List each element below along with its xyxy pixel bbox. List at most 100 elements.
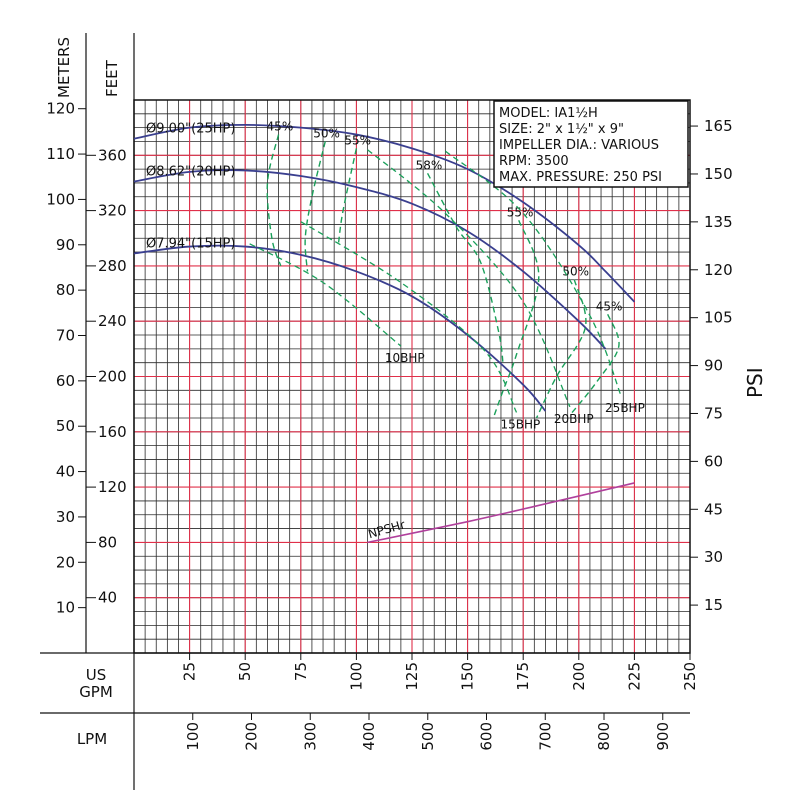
chart-frame bbox=[40, 33, 691, 790]
psi-tick-label: 135 bbox=[704, 213, 733, 231]
feet-axis-label: FEET bbox=[103, 59, 121, 97]
meters-tick-label: 60 bbox=[56, 372, 75, 390]
feet-tick-label: 80 bbox=[98, 533, 117, 551]
efficiency-line bbox=[266, 134, 282, 267]
efficiency-label: 45% bbox=[267, 120, 294, 134]
psi-axis-label: PSI bbox=[743, 367, 767, 398]
impeller-curve bbox=[133, 169, 607, 350]
lpm-tick-label: 100 bbox=[184, 722, 202, 751]
feet-tick-label: 40 bbox=[98, 589, 117, 607]
meters-tick-label: 30 bbox=[56, 508, 75, 526]
impeller-curve-label: Ø8.62"(20HP) bbox=[146, 165, 235, 180]
feet-tick-label: 240 bbox=[98, 312, 127, 330]
feet-tick-label: 360 bbox=[98, 146, 127, 164]
efficiency-label: 55% bbox=[344, 133, 371, 147]
npshr-curve bbox=[367, 482, 635, 544]
meters-tick-label: 80 bbox=[56, 281, 75, 299]
efficiency-line bbox=[304, 141, 326, 272]
bhp-line bbox=[300, 221, 518, 413]
impeller-curve-label: Ø7.94"(15HP) bbox=[146, 236, 235, 251]
gpm-tick-label: 100 bbox=[347, 662, 365, 691]
gpm-tick-label: 250 bbox=[681, 662, 699, 691]
feet-tick-label: 200 bbox=[98, 368, 127, 386]
efficiency-line bbox=[426, 172, 504, 366]
feet-tick-label: 280 bbox=[98, 257, 127, 275]
gpm-tick-label: 75 bbox=[292, 662, 310, 681]
lpm-tick-label: 500 bbox=[419, 722, 437, 751]
feet-axis: 40 80 120 160 200 240 280 320 360 bbox=[86, 146, 127, 607]
meters-tick-label: 50 bbox=[56, 417, 75, 435]
pump-info-box: MODEL: IA1½H SIZE: 2" x 1½" x 9" IMPELLE… bbox=[493, 100, 689, 188]
meters-axis: 10 20 30 40 50 60 70 80 90 100 110 120 bbox=[46, 100, 86, 617]
psi-axis: 15 30 45 60 75 90 105 120 135 150 165 bbox=[690, 117, 733, 614]
efficiency-label: 50% bbox=[562, 265, 589, 279]
efficiency-line bbox=[493, 220, 540, 416]
meters-tick-label: 40 bbox=[56, 463, 75, 481]
psi-tick-label: 120 bbox=[704, 261, 733, 279]
bhp-lines: 10BHP 15BHP 20BHP 25BHP bbox=[249, 149, 645, 431]
impeller-curves: Ø9.00"(25HP) Ø8.62"(20HP) Ø7.94"(15HP) bbox=[133, 122, 636, 412]
gpm-tick-label: 50 bbox=[236, 662, 254, 681]
gpm-axis: 25 50 75 100 125 150 175 200 225 250 bbox=[181, 653, 699, 691]
info-box-frame bbox=[493, 100, 689, 188]
lpm-tick-label: 300 bbox=[301, 722, 319, 751]
meters-tick-label: 100 bbox=[46, 190, 75, 208]
meters-tick-label: 120 bbox=[46, 100, 75, 118]
efficiency-label: 58% bbox=[416, 158, 443, 172]
gpm-axis-label-line1: US bbox=[86, 666, 107, 684]
meters-tick-label: 20 bbox=[56, 553, 75, 571]
bhp-label: 25BHP bbox=[605, 401, 645, 415]
efficiency-lines: 45% 50% 55% 58% 55% 50% 45% bbox=[266, 120, 623, 419]
psi-tick-label: 45 bbox=[704, 500, 723, 518]
efficiency-line bbox=[337, 148, 358, 243]
psi-tick-label: 150 bbox=[704, 165, 733, 183]
psi-tick-label: 60 bbox=[704, 452, 723, 470]
meters-tick-label: 70 bbox=[56, 326, 75, 344]
gpm-axis-label-line2: GPM bbox=[79, 683, 113, 701]
lpm-tick-label: 900 bbox=[654, 722, 672, 751]
gpm-tick-label: 200 bbox=[570, 662, 588, 691]
impeller-curve bbox=[133, 244, 547, 412]
psi-tick-label: 30 bbox=[704, 548, 723, 566]
psi-tick-label: 15 bbox=[704, 596, 723, 614]
psi-tick-label: 105 bbox=[704, 309, 733, 327]
efficiency-label: 45% bbox=[596, 299, 623, 313]
npshr-line: NPSHr bbox=[366, 482, 635, 544]
bhp-label: 10BHP bbox=[385, 351, 425, 365]
feet-tick-label: 120 bbox=[98, 478, 127, 496]
meters-tick-label: 110 bbox=[46, 145, 75, 163]
info-model: MODEL: IA1½H bbox=[499, 106, 598, 121]
bhp-line bbox=[367, 149, 571, 408]
gpm-tick-label: 225 bbox=[625, 662, 643, 691]
lpm-tick-label: 200 bbox=[243, 722, 261, 751]
lpm-tick-label: 600 bbox=[478, 722, 496, 751]
psi-tick-label: 165 bbox=[704, 117, 733, 135]
info-max-pressure: MAX. PRESSURE: 250 PSI bbox=[499, 170, 662, 185]
meters-tick-label: 90 bbox=[56, 236, 75, 254]
gpm-tick-label: 125 bbox=[403, 662, 421, 691]
impeller-curve bbox=[133, 123, 636, 303]
meters-tick-label: 10 bbox=[56, 599, 75, 617]
gpm-tick-label: 175 bbox=[514, 662, 532, 691]
info-size: SIZE: 2" x 1½" x 9" bbox=[499, 122, 624, 137]
lpm-tick-label: 800 bbox=[595, 722, 613, 751]
efficiency-label: 55% bbox=[507, 205, 534, 219]
gpm-tick-label: 150 bbox=[459, 662, 477, 691]
psi-tick-label: 75 bbox=[704, 404, 723, 422]
feet-tick-label: 160 bbox=[98, 423, 127, 441]
lpm-tick-label: 700 bbox=[536, 722, 554, 751]
feet-tick-label: 320 bbox=[98, 202, 127, 220]
bhp-label: 20BHP bbox=[554, 412, 594, 426]
efficiency-label: 50% bbox=[313, 126, 340, 140]
bhp-line bbox=[249, 243, 402, 347]
axis-titles: METERS FEET PSI US GPM LPM bbox=[55, 37, 767, 748]
lpm-axis-label: LPM bbox=[77, 730, 107, 748]
psi-tick-label: 90 bbox=[704, 357, 723, 375]
meters-axis-label: METERS bbox=[55, 37, 73, 98]
gpm-tick-label: 25 bbox=[181, 662, 199, 681]
info-impeller: IMPELLER DIA.: VARIOUS bbox=[499, 138, 659, 153]
info-rpm: RPM: 3500 bbox=[499, 154, 569, 169]
bhp-label: 15BHP bbox=[501, 417, 541, 431]
lpm-axis: 100 200 300 400 500 600 700 800 900 bbox=[184, 713, 672, 751]
